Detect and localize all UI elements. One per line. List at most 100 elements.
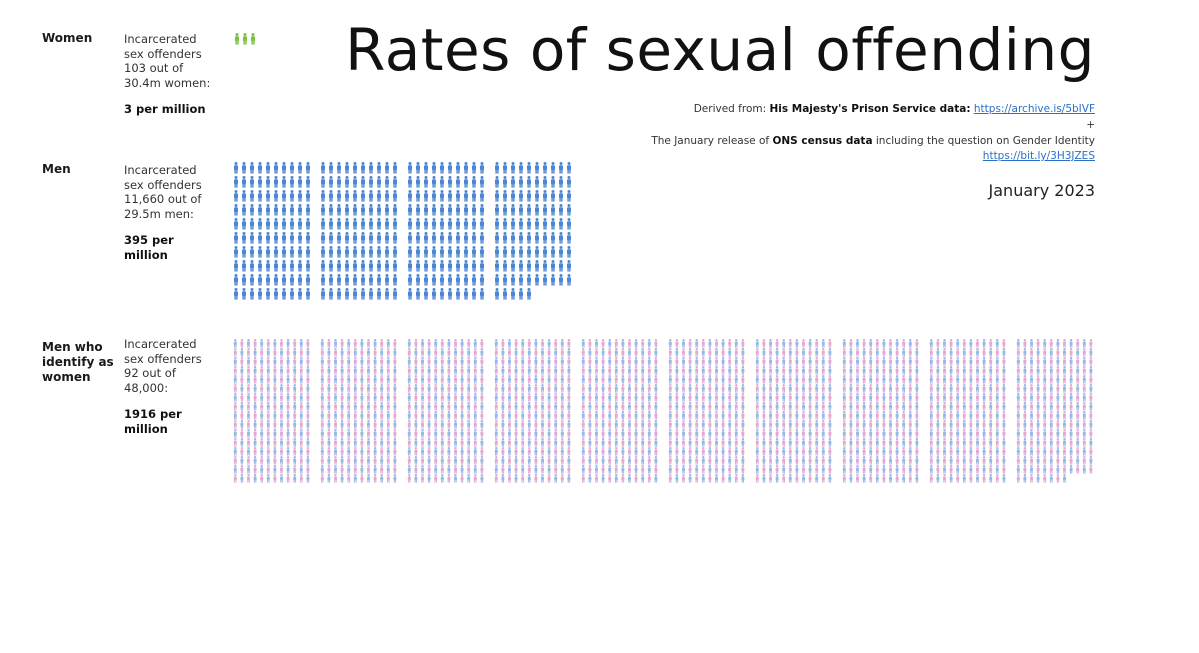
trans-figure-icon [233,393,237,402]
trans-figure-icon [447,447,451,456]
trans-figure-icon [795,447,799,456]
men-figure-icon [329,274,333,286]
trans-figure-icon [856,366,859,375]
trans-figure-icon [581,411,585,420]
trans-figure-icon [494,438,498,447]
trans-figure-icon [675,366,679,375]
trans-figure-icon [929,420,933,429]
trans-figure-icon [260,393,264,402]
men-figure-icon [527,176,531,188]
trans-figure-icon [480,456,484,465]
trans-figure-icon [373,357,377,366]
trans-figure-icon [788,393,792,402]
trans-figure-icon [936,384,940,393]
trans-figure-icon [628,357,631,366]
trans-figure-icon [434,393,438,402]
trans-figure-icon [695,357,699,366]
trans-figure-icon [293,429,297,438]
trans-figure-icon [989,375,993,384]
men-figure-icon [290,218,294,230]
trans-figure-icon [621,366,625,375]
trans-figure-icon [688,420,692,429]
men-figure-icon [393,218,397,230]
men-figure-icon [329,218,333,230]
trans-figure-icon [775,384,779,393]
trans-figure-icon [521,384,525,393]
trans-figure-icon [641,339,645,348]
trans-figure-icon [869,402,873,411]
men-figure-icon [408,176,412,188]
trans-figure-icon [320,456,324,465]
trans-figure-icon [808,384,812,393]
trans-figure-icon [414,384,418,393]
trans-figure-icon [1043,420,1047,429]
trans-figure-icon [908,456,912,465]
trans-figure-icon [1049,357,1053,366]
trans-figure-icon [668,474,672,483]
men-figure-icon [234,204,238,216]
trans-figure-icon [762,402,766,411]
men-figure-icon [306,288,310,300]
trans-figure-icon [501,402,505,411]
men-figure-icon [329,176,333,188]
trans-figure-icon [728,348,732,357]
trans-figure-icon [721,411,725,420]
trans-figure-icon [266,366,270,375]
trans-figure-icon [340,438,344,447]
trans-figure-icon [949,375,953,384]
trans-figure-icon [1056,438,1060,447]
group-text-men: Incarcerated sex offenders 11,660 out of… [124,163,202,221]
trans-figure-icon [407,465,411,474]
trans-figure-icon [849,447,853,456]
trans-figure-icon [601,438,605,447]
trans-figure-icon [534,393,538,402]
chart-title: Rates of sexual offending [345,16,1095,84]
trans-figure-icon [815,474,819,483]
trans-figure-icon [969,429,973,438]
trans-figure-icon [447,357,451,366]
trans-figure-icon [936,438,940,447]
men-figure-icon [298,260,302,272]
men-figure-icon [464,246,468,258]
trans-figure-icon [588,348,592,357]
trans-figure-icon [982,348,986,357]
trans-figure-icon [273,447,277,456]
trans-figure-icon [601,447,605,456]
men-figure-icon [527,162,531,174]
trans-figure-icon [407,393,411,402]
men-figure-icon [448,246,452,258]
trans-figure-icon [915,339,919,348]
source-prison-link[interactable]: https://archive.is/5bIVF [973,103,1095,115]
trans-figure-icon [467,456,471,465]
trans-figure-icon [360,384,364,393]
trans-figure-icon [247,447,250,456]
trans-figure-icon [473,429,477,438]
trans-figure-icon [407,357,411,366]
trans-figure-icon [668,420,672,429]
trans-figure-icon [253,339,257,348]
trans-figure-icon [1063,456,1066,465]
trans-figure-icon [240,456,244,465]
trans-figure-icon [995,348,999,357]
trans-figure-icon [253,393,257,402]
source-line-prison: Derived from: His Majesty's Prison Servi… [694,103,1095,115]
source-census-link[interactable]: https://bit.ly/3H3JZES [982,150,1095,162]
trans-figure-icon [654,357,658,366]
men-figure-icon [472,162,476,174]
trans-figure-icon [1043,384,1047,393]
trans-figure-icon [494,411,498,420]
trans-figure-icon [1049,348,1053,357]
trans-figure-icon [367,438,370,447]
men-figure-icon [361,218,365,230]
trans-figure-icon [989,411,993,420]
trans-figure-icon [1063,438,1066,447]
trans-figure-icon [755,456,759,465]
trans-figure-icon [995,411,999,420]
trans-figure-icon [347,348,351,357]
group-description-women: Incarcerated sex offenders 103 out of 30… [124,32,219,117]
trans-figure-icon [306,393,310,402]
trans-figure-icon [654,474,658,483]
trans-figure-icon [862,375,866,384]
trans-figure-icon [541,411,544,420]
men-figure-icon [424,176,428,188]
